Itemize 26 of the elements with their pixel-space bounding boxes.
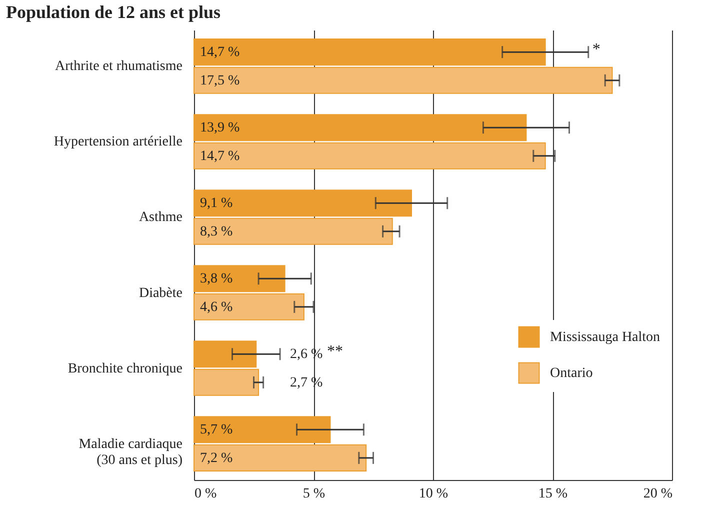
annotation: **: [327, 343, 344, 360]
y-tick-label: Diabète: [138, 286, 182, 301]
y-tick-label: Asthme: [138, 210, 182, 226]
y-tick-label: Maladie cardiaque (30 ans et plus): [78, 436, 183, 468]
data-label: 7,2 %: [200, 450, 233, 466]
annotation: *: [592, 41, 600, 58]
x-tick-label: 20 %: [643, 486, 673, 502]
legend-label: Ontario: [550, 366, 593, 381]
y-tick-label: Arthrite et rhumatisme: [54, 59, 182, 74]
x-tick-label: 0 %: [194, 486, 217, 502]
legend-label: Mississauga Halton: [550, 330, 660, 345]
data-label: 13,9 %: [200, 120, 240, 136]
x-tick-label: 10 %: [418, 486, 448, 502]
x-tick-label: 5 %: [302, 486, 326, 502]
data-label: 8,3 %: [200, 224, 233, 240]
y-tick-label: Hypertension artérielle: [54, 134, 182, 150]
data-label: 14,7 %: [200, 148, 240, 164]
data-label: 17,5 %: [200, 73, 240, 88]
chart-title: Population de 12 ans et plus: [6, 2, 221, 23]
y-tick-label: Bronchite chronique: [68, 361, 182, 376]
data-label: 5,7 %: [200, 422, 233, 438]
x-tick-label: 15 %: [538, 486, 568, 502]
data-label: 14,7 %: [200, 45, 240, 60]
data-label: 3,8 %: [200, 272, 233, 287]
data-label: 4,6 %: [200, 300, 233, 315]
data-label: 9,1 %: [200, 196, 233, 212]
